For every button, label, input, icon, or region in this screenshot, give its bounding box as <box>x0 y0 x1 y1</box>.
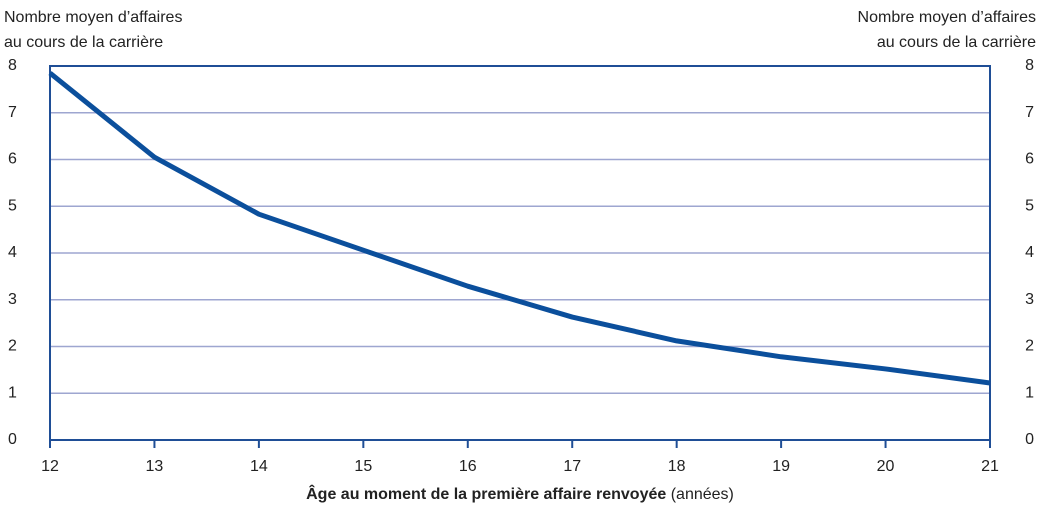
x-tick-label: 13 <box>146 458 164 475</box>
x-tick-label: 18 <box>668 458 686 475</box>
x-tick-label: 16 <box>459 458 477 475</box>
x-tick-label: 21 <box>981 458 999 475</box>
plot-frame <box>49 65 991 441</box>
y-tick-label: 2 <box>8 338 17 355</box>
x-tick-label: 19 <box>772 458 790 475</box>
x-axis-label: Âge au moment de la première affaire ren… <box>306 484 734 503</box>
line-series <box>48 71 991 386</box>
x-tick-label: 12 <box>41 458 59 475</box>
x-tick-label: 17 <box>563 458 581 475</box>
y-tick-label: 1 <box>8 384 17 401</box>
y2-tick-label: 5 <box>1025 197 1034 214</box>
x-tick-label: 14 <box>250 458 268 475</box>
y-tick-label: 8 <box>8 57 17 74</box>
y-tick-label: 5 <box>8 197 17 214</box>
x-tick-label: 15 <box>354 458 372 475</box>
y2-axis-label: au cours de la carrière <box>877 34 1036 51</box>
x-axis-label-unit: (années) <box>671 486 734 503</box>
y2-tick-label: 6 <box>1025 151 1034 168</box>
y-tick-label: 7 <box>8 104 17 121</box>
y2-axis-label: Nombre moyen d’affaires <box>858 9 1036 26</box>
y2-tick-label: 8 <box>1025 57 1034 74</box>
y-tick-label: 0 <box>8 431 17 448</box>
y-tick-label: 4 <box>8 244 17 261</box>
y2-tick-label: 0 <box>1025 431 1034 448</box>
y2-tick-label: 3 <box>1025 291 1034 308</box>
y-axis-label: Nombre moyen d’affaires <box>4 9 182 26</box>
y2-tick-label: 7 <box>1025 104 1034 121</box>
x-axis-label-main: Âge au moment de la première affaire ren… <box>306 484 666 503</box>
y2-tick-label: 1 <box>1025 384 1034 401</box>
y-axis-label: au cours de la carrière <box>4 34 163 51</box>
y-tick-label: 3 <box>8 291 17 308</box>
y-tick-label: 6 <box>8 151 17 168</box>
y2-tick-label: 4 <box>1025 244 1034 261</box>
y2-tick-label: 2 <box>1025 338 1034 355</box>
x-tick-label: 20 <box>877 458 895 475</box>
